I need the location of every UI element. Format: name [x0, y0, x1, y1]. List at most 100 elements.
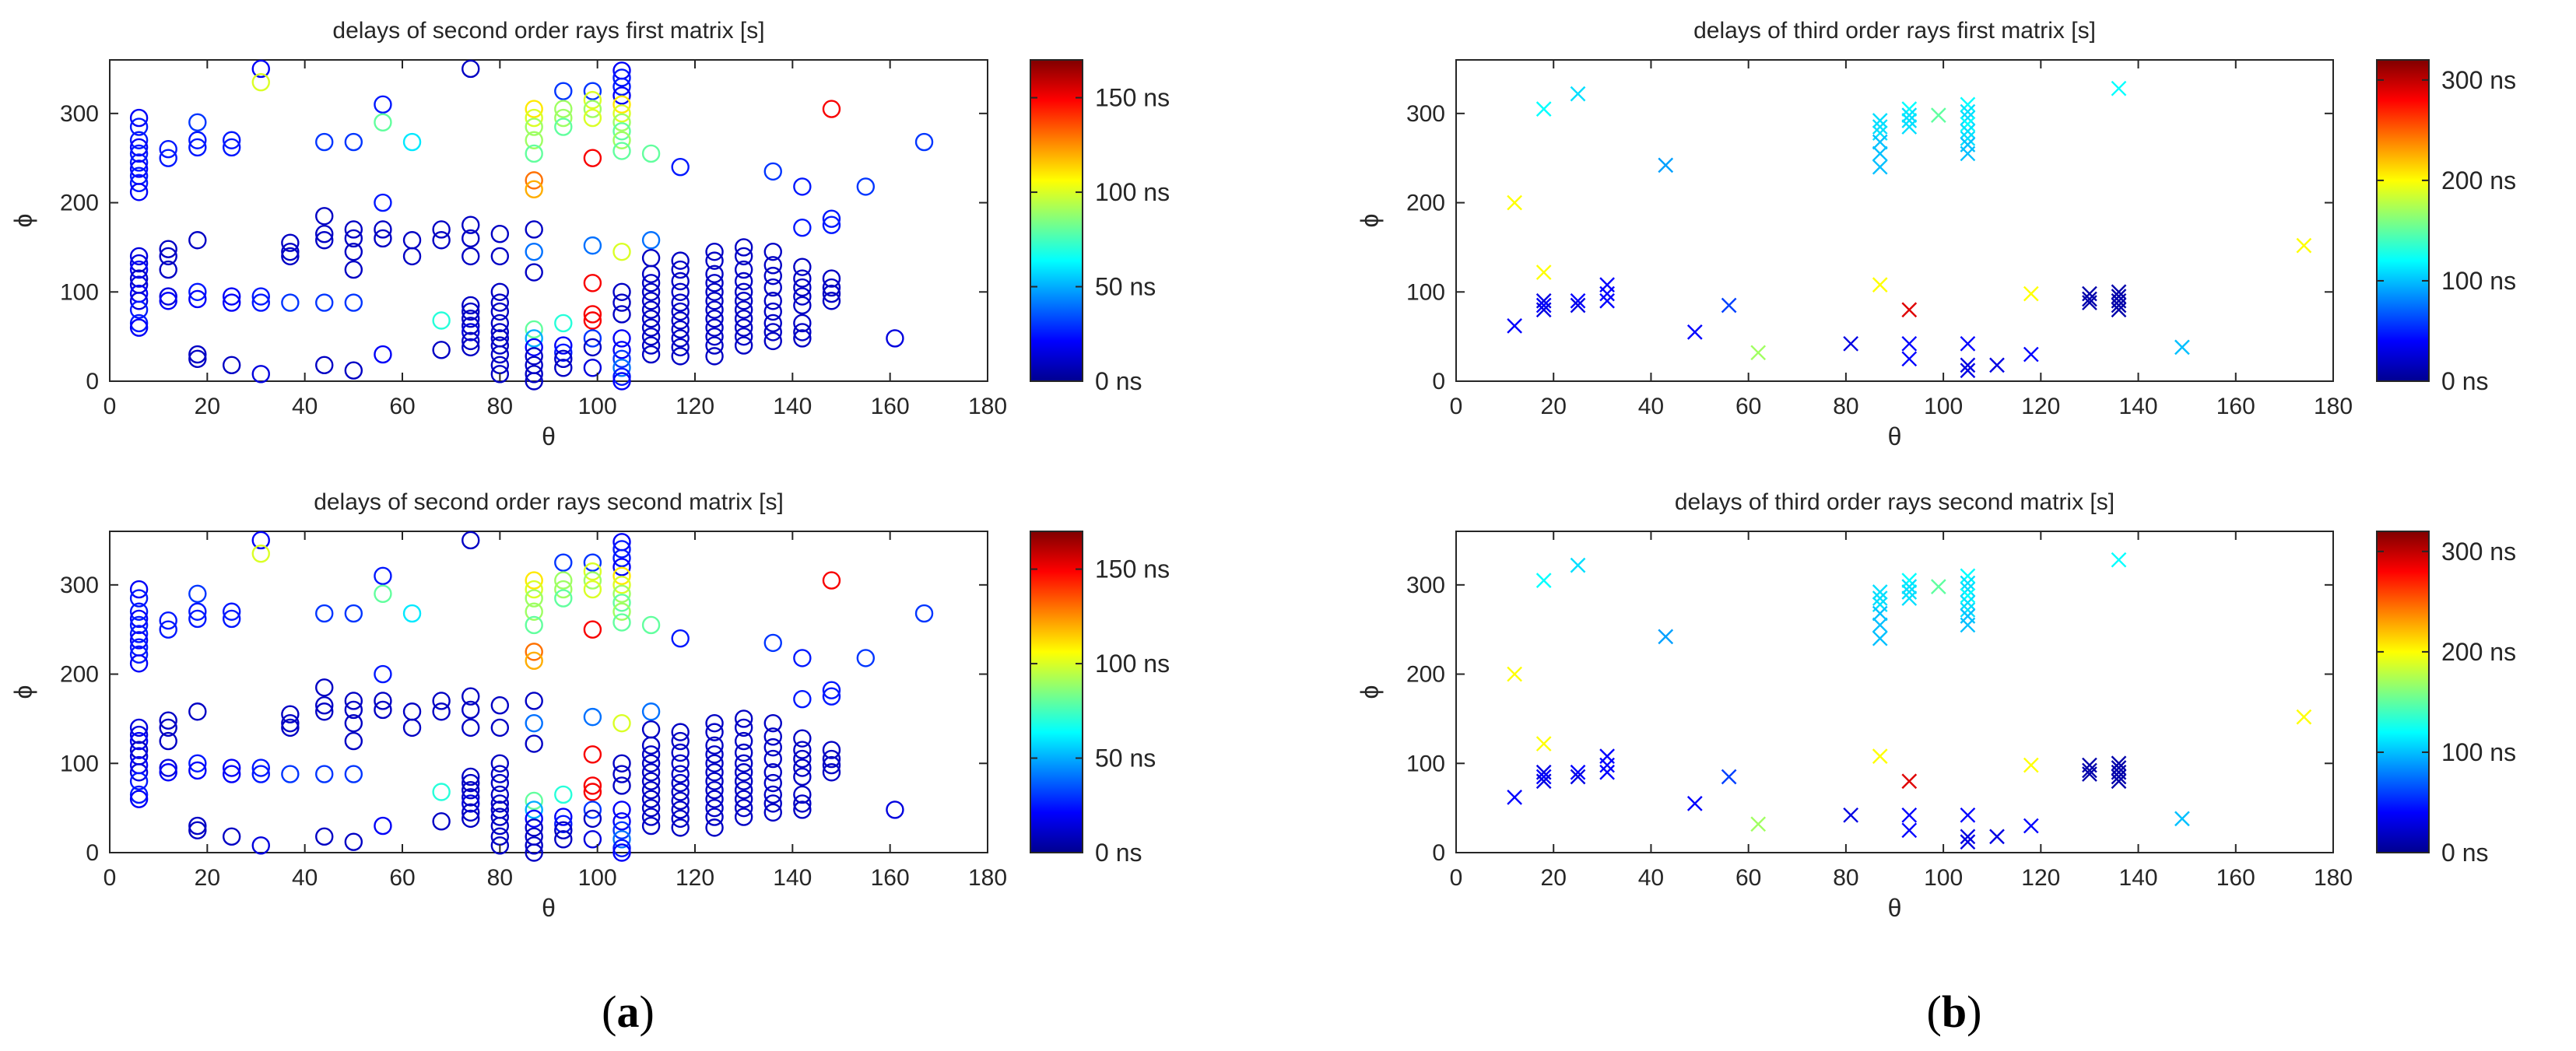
- data-point: [525, 347, 543, 366]
- data-point: [822, 278, 841, 297]
- data-point: [886, 329, 904, 348]
- data-point: [1960, 335, 1976, 352]
- data-point: [671, 311, 690, 330]
- data-point: [374, 229, 392, 248]
- data-point: [402, 604, 422, 623]
- data-point: [583, 830, 602, 849]
- data-point: [612, 95, 631, 114]
- data-point: [671, 338, 690, 357]
- data-point: [462, 780, 480, 800]
- chart-title: delays of second order rays first matrix…: [332, 18, 764, 44]
- data-point: [374, 220, 392, 239]
- data-point: [129, 138, 149, 157]
- data-point: [705, 818, 724, 837]
- data-point: [612, 367, 631, 386]
- data-point: [188, 349, 207, 369]
- data-point: [525, 836, 543, 855]
- data-point: [612, 77, 631, 96]
- data-point: [525, 818, 543, 837]
- data-point: [1901, 101, 1918, 117]
- data-points: [129, 531, 934, 862]
- data-point: [793, 801, 812, 819]
- data-point: [1960, 363, 1976, 379]
- data-point: [583, 108, 602, 128]
- data-point: [583, 82, 602, 100]
- data-point: [583, 305, 602, 324]
- data-point: [734, 282, 753, 301]
- data-point: [612, 584, 631, 604]
- data-point: [671, 783, 690, 801]
- data-point: [612, 801, 631, 819]
- data-point: [1960, 145, 1976, 162]
- data-point: [641, 798, 661, 818]
- data-point: [490, 345, 510, 364]
- data-point: [1843, 335, 1858, 352]
- data-point: [222, 609, 241, 629]
- data-point: [1599, 293, 1615, 309]
- x-tick-label: 140: [2119, 394, 2158, 419]
- plot-area: [1455, 531, 2334, 853]
- data-point: [2082, 291, 2097, 307]
- data-point: [432, 812, 451, 831]
- data-point: [612, 86, 631, 105]
- data-point: [315, 678, 334, 697]
- data-point: [734, 772, 753, 790]
- data-point: [1901, 807, 1918, 823]
- x-tick-label: 140: [2119, 865, 2158, 891]
- colorbar: 0 ns 50 ns 100 ns 150 ns: [1030, 531, 1170, 867]
- data-point: [462, 331, 480, 351]
- data-point: [856, 649, 876, 667]
- data-point: [612, 329, 631, 348]
- data-point: [188, 231, 207, 250]
- data-point: [2111, 769, 2127, 785]
- data-point: [2023, 346, 2039, 363]
- data-point: [671, 157, 690, 177]
- data-point: [763, 713, 782, 733]
- data-point: [1872, 584, 1888, 600]
- data-point: [525, 180, 543, 199]
- data-point: [129, 615, 149, 635]
- data-points: [129, 59, 934, 391]
- data-point: [490, 336, 510, 355]
- data-point: [432, 341, 451, 359]
- data-point: [188, 345, 207, 364]
- data-point: [583, 236, 602, 255]
- data-point: [315, 604, 334, 623]
- data-point: [462, 59, 480, 79]
- data-point: [763, 292, 782, 310]
- data-point: [705, 347, 724, 366]
- data-point: [793, 689, 812, 709]
- colorbar-tick-label: 0 ns: [2441, 839, 2488, 867]
- data-point: [793, 287, 812, 306]
- data-point: [612, 341, 631, 359]
- data-point: [251, 531, 270, 550]
- x-tick-label: 180: [2314, 394, 2353, 419]
- data-point: [462, 531, 480, 550]
- data-point: [129, 790, 149, 808]
- colorbar-tick-label: 100 ns: [1095, 650, 1170, 678]
- x-tick-label: 40: [1638, 394, 1664, 419]
- x-tick-label: 0: [104, 865, 117, 891]
- data-point: [1872, 630, 1888, 646]
- data-point: [612, 713, 631, 733]
- data-point: [641, 265, 661, 284]
- data-point: [462, 229, 480, 248]
- x-tick-label: 160: [2216, 394, 2255, 419]
- data-point: [159, 292, 177, 310]
- data-point: [1872, 605, 1888, 622]
- data-point: [1721, 297, 1737, 314]
- x-tick-label: 160: [2216, 865, 2255, 891]
- data-point: [129, 580, 149, 599]
- data-point: [315, 827, 334, 846]
- data-point: [315, 765, 334, 783]
- data-point: [525, 320, 543, 339]
- data-point: [1901, 107, 1918, 123]
- data-point: [641, 780, 661, 800]
- colorbar: 0 ns 100 ns 200 ns 300 ns: [2376, 531, 2516, 867]
- x-tick-label: 60: [1735, 865, 1761, 891]
- data-point: [793, 758, 812, 777]
- x-tick-label: 0: [104, 394, 117, 419]
- panel-third-first: delays of third order rays first matrix …: [1356, 18, 2516, 450]
- data-point: [129, 173, 149, 193]
- data-point: [793, 749, 812, 769]
